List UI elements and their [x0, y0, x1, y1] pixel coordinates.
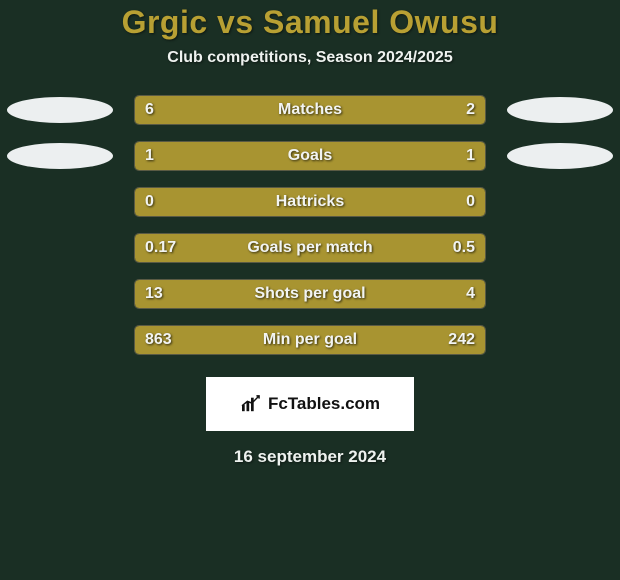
- avatar-slot-right: [504, 325, 616, 355]
- bar-fill-right: [310, 142, 485, 170]
- stat-row: 134Shots per goal: [0, 279, 620, 309]
- avatar-slot-left: [4, 233, 116, 263]
- bar-fill-right: [398, 96, 486, 124]
- stat-row: 62Matches: [0, 95, 620, 125]
- avatar-slot-right: [504, 141, 616, 171]
- page-title: Grgic vs Samuel Owusu: [0, 4, 620, 41]
- footer-date: 16 september 2024: [0, 447, 620, 467]
- stat-row: 00Hattricks: [0, 187, 620, 217]
- bar-fill-right: [401, 280, 485, 308]
- chart-icon: [240, 395, 262, 413]
- avatar-slot-left: [4, 95, 116, 125]
- bar-fill-right: [310, 188, 485, 216]
- avatar-slot-left: [4, 187, 116, 217]
- bar-fill-left: [135, 96, 398, 124]
- player-avatar-right: [507, 97, 613, 123]
- player-avatar-left: [7, 97, 113, 123]
- avatar-slot-right: [504, 233, 616, 263]
- stat-bar: 11Goals: [134, 141, 486, 171]
- brand-text: FcTables.com: [268, 394, 380, 414]
- stat-rows: 62Matches 11Goals 00Hattricks 0.170.5Goals …: [0, 95, 620, 355]
- bar-fill-left: [135, 234, 223, 262]
- bar-fill-left: [135, 326, 408, 354]
- avatar-slot-left: [4, 325, 116, 355]
- stat-row: 863242Min per goal: [0, 325, 620, 355]
- stat-row: 11Goals: [0, 141, 620, 171]
- bar-fill-left: [135, 188, 310, 216]
- avatar-slot-left: [4, 279, 116, 309]
- stat-bar: 62Matches: [134, 95, 486, 125]
- player-avatar-left: [7, 143, 113, 169]
- bar-fill-right: [223, 234, 486, 262]
- stat-bar: 134Shots per goal: [134, 279, 486, 309]
- bar-fill-left: [135, 280, 401, 308]
- bar-fill-right: [408, 326, 485, 354]
- stat-bar: 863242Min per goal: [134, 325, 486, 355]
- page-subtitle: Club competitions, Season 2024/2025: [0, 49, 620, 67]
- bar-fill-left: [135, 142, 310, 170]
- stat-bar: 0.170.5Goals per match: [134, 233, 486, 263]
- avatar-slot-right: [504, 187, 616, 217]
- avatar-slot-left: [4, 141, 116, 171]
- avatar-slot-right: [504, 279, 616, 309]
- player-avatar-right: [507, 143, 613, 169]
- brand-logo: FcTables.com: [206, 377, 414, 431]
- avatar-slot-right: [504, 95, 616, 125]
- stat-bar: 00Hattricks: [134, 187, 486, 217]
- stat-row: 0.170.5Goals per match: [0, 233, 620, 263]
- comparison-infographic: Grgic vs Samuel Owusu Club competitions,…: [0, 0, 620, 467]
